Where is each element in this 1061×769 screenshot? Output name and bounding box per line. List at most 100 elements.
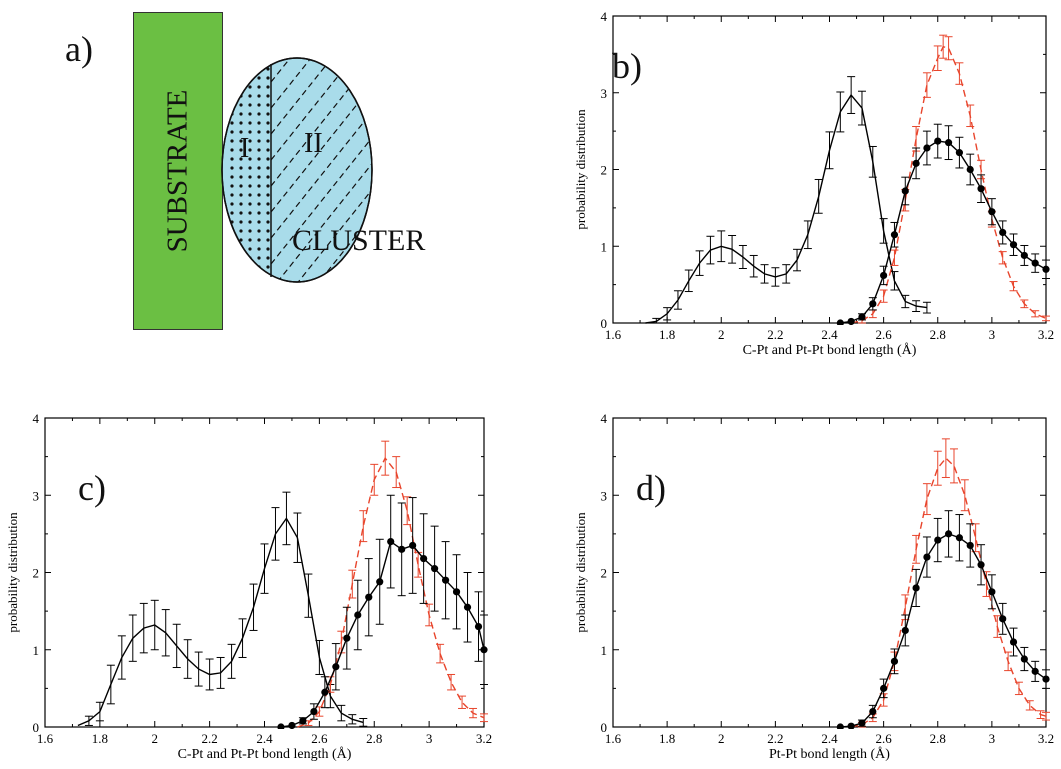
region-2-label: II xyxy=(304,128,323,159)
region-1-dot xyxy=(248,247,252,251)
panel-label: b) xyxy=(612,46,642,86)
region-1-dot xyxy=(266,85,270,89)
data-point xyxy=(858,313,866,321)
y-tick-label: 0 xyxy=(601,316,608,331)
region-1-dot xyxy=(248,238,252,242)
region-1-dot xyxy=(230,58,234,62)
region-1-dot xyxy=(239,274,243,278)
region-1-dot xyxy=(248,67,252,71)
data-point xyxy=(977,561,985,569)
region-1-dot xyxy=(239,67,243,71)
data-point xyxy=(343,634,351,642)
region-1-dot xyxy=(248,202,252,206)
x-tick-label: 3.2 xyxy=(1038,327,1054,342)
data-point xyxy=(955,149,963,157)
region-1-dot xyxy=(266,67,270,71)
region-1-dot xyxy=(230,247,234,251)
data-point xyxy=(944,530,953,538)
x-axis-label: C-Pt and Pt-Pt bond length (Å) xyxy=(743,342,917,358)
region-1-dot xyxy=(239,166,243,170)
y-tick-label: 2 xyxy=(33,566,40,581)
plot-d: 1.6 1.8 2 2.2 2.4 2.6 2.8 3 3.2 0 1 2 3 4 Pt-Pt bond l… xyxy=(573,411,1054,762)
x-tick-label: 2.4 xyxy=(256,731,273,746)
data-point xyxy=(880,271,888,280)
region-1-dot xyxy=(266,175,270,179)
region-1-dot xyxy=(248,103,252,107)
x-tick-label: 2.6 xyxy=(876,731,893,746)
region-1-dot xyxy=(248,211,252,215)
x-tick-label: 1.8 xyxy=(92,731,108,746)
region-1-dot xyxy=(248,265,252,269)
y-axis-label: probability distribution xyxy=(573,512,588,633)
region-1-dot xyxy=(248,130,252,134)
data-point xyxy=(934,536,942,544)
region-1-dot xyxy=(230,130,234,134)
region-1-dot xyxy=(266,157,270,161)
data-point xyxy=(901,187,909,195)
data-point xyxy=(955,534,963,542)
data-point xyxy=(299,717,307,725)
region-1-dot xyxy=(239,175,243,179)
plot-c: 1.6 1.8 2 2.2 2.4 2.6 2.8 3 3.2 0 1 2 3 4 C-Pt and Pt-… xyxy=(5,411,492,762)
region-1-dot xyxy=(239,193,243,197)
region-1-dot xyxy=(266,76,270,80)
region-1-dot xyxy=(230,193,234,197)
region-2-hatch-line xyxy=(271,58,372,135)
y-tick-label: 0 xyxy=(33,720,40,735)
region-2-hatch-line xyxy=(271,0,375,56)
region-1-dot xyxy=(266,58,270,62)
data-point xyxy=(912,159,920,167)
data-point xyxy=(398,545,406,553)
region-2-hatch-line xyxy=(271,159,372,282)
panel-label: d) xyxy=(636,468,666,508)
region-1-dot xyxy=(257,193,261,197)
region-2-hatch-line xyxy=(271,107,372,239)
region-1-dot xyxy=(230,238,234,242)
region-1-dot xyxy=(230,139,234,143)
region-1-dot xyxy=(257,58,261,62)
region-2-hatch-line xyxy=(271,290,375,345)
region-1-dot xyxy=(230,211,234,215)
region-2-hatch-line xyxy=(271,133,372,265)
region-1-dot xyxy=(266,148,270,152)
region-1-dot xyxy=(248,112,252,116)
y-tick-label: 3 xyxy=(601,86,608,101)
data-point xyxy=(441,576,450,584)
data-point xyxy=(966,165,974,174)
region-1-dot xyxy=(266,112,270,116)
region-1-dot xyxy=(239,238,243,242)
region-1-dot xyxy=(257,157,261,161)
series-group xyxy=(836,438,1050,729)
region-1-dot xyxy=(239,256,243,260)
data-point xyxy=(474,622,483,631)
y-axis-label: probability distribution xyxy=(573,109,588,230)
data-point xyxy=(1042,675,1050,683)
region-1-dot xyxy=(239,76,243,80)
region-1-dot xyxy=(266,265,270,269)
data-point xyxy=(999,228,1007,237)
y-tick-label: 1 xyxy=(33,643,40,658)
region-1-dot xyxy=(230,157,234,161)
region-2-hatch-line xyxy=(271,185,372,282)
x-tick-label: 3.2 xyxy=(476,731,492,746)
region-1-dot xyxy=(257,238,261,242)
data-point xyxy=(1009,241,1018,249)
data-point xyxy=(944,139,953,147)
x-tick-label: 2.2 xyxy=(767,327,783,342)
data-point xyxy=(332,663,340,671)
region-1-dot xyxy=(239,148,243,152)
region-1-dot xyxy=(230,121,234,125)
region-1-dot xyxy=(257,139,261,143)
x-tick-label: 2.6 xyxy=(311,731,328,746)
region-1-dot xyxy=(239,265,243,269)
data-point xyxy=(321,688,329,696)
region-1-dot xyxy=(230,67,234,71)
region-2-hatch-line xyxy=(271,58,372,187)
region-2-hatch-line xyxy=(271,58,372,161)
data-point xyxy=(988,208,996,216)
data-point xyxy=(387,538,395,546)
data-point xyxy=(463,603,472,611)
series-line xyxy=(840,533,1047,728)
x-tick-label: 1.6 xyxy=(605,731,622,746)
